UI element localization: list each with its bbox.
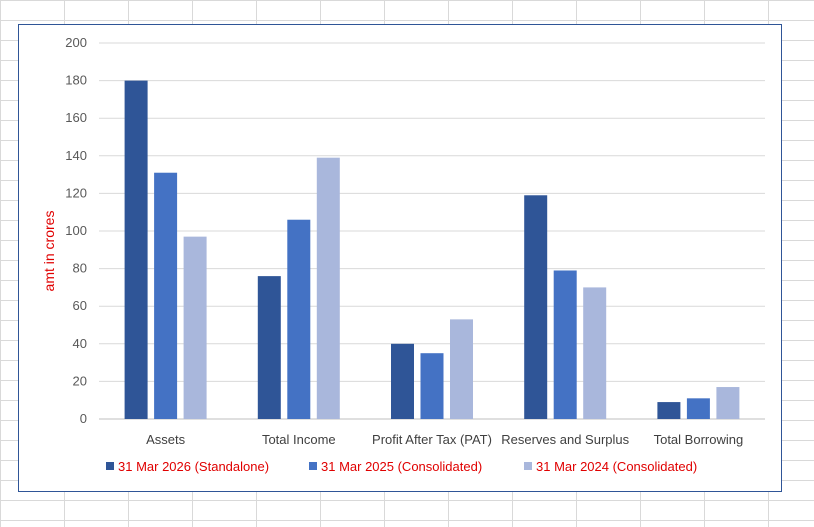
legend-label: 31 Mar 2026 (Standalone) <box>118 459 269 474</box>
bar <box>583 287 607 419</box>
bar <box>287 219 311 419</box>
bar <box>257 276 281 419</box>
bar <box>420 353 444 419</box>
legend-swatch <box>524 462 532 470</box>
x-category-label: Total Income <box>262 432 336 447</box>
y-tick-label: 200 <box>65 35 87 50</box>
chart-area: 0 20 40 60 80 100 120 140 160 180 200 Assets Total … <box>18 24 782 492</box>
y-tick-label: 60 <box>73 298 87 313</box>
x-axis-categories: Assets Total Income Profit After Tax (PAT)… <box>146 432 743 447</box>
gridlines <box>99 42 765 420</box>
bar <box>686 398 710 419</box>
bar <box>716 387 740 419</box>
y-tick-label: 100 <box>65 223 87 238</box>
y-tick-label: 160 <box>65 110 87 125</box>
y-tick-label: 120 <box>65 185 87 200</box>
x-category-label: Assets <box>146 432 186 447</box>
y-tick-label: 80 <box>73 261 87 276</box>
legend-item: 31 Mar 2026 (Standalone) <box>106 459 269 474</box>
bar-chart: 0 20 40 60 80 100 120 140 160 180 200 Assets Total … <box>41 35 765 474</box>
y-tick-label: 40 <box>73 336 87 351</box>
legend: 31 Mar 2026 (Standalone) 31 Mar 2025 (Con… <box>106 459 697 474</box>
x-category-label: Reserves and Surplus <box>501 432 629 447</box>
y-tick-label: 0 <box>80 411 87 426</box>
x-category-label: Total Borrowing <box>654 432 744 447</box>
bars <box>124 80 740 419</box>
x-category-label: Profit After Tax (PAT) <box>372 432 492 447</box>
legend-swatch <box>106 462 114 470</box>
legend-swatch <box>309 462 317 470</box>
bar <box>124 80 148 419</box>
y-tick-label: 140 <box>65 148 87 163</box>
bar <box>524 195 548 419</box>
y-tick-label: 180 <box>65 73 87 88</box>
y-tick-label: 20 <box>73 373 87 388</box>
bar <box>316 157 340 419</box>
legend-label: 31 Mar 2024 (Consolidated) <box>536 459 697 474</box>
bar <box>450 319 473 419</box>
y-axis-label: amt in crores <box>41 211 57 292</box>
y-axis-ticks: 0 20 40 60 80 100 120 140 160 180 200 <box>65 35 87 426</box>
bar <box>553 270 577 419</box>
bar <box>657 402 681 419</box>
bar <box>391 343 414 419</box>
legend-label: 31 Mar 2025 (Consolidated) <box>321 459 482 474</box>
legend-item: 31 Mar 2024 (Consolidated) <box>524 459 697 474</box>
bar <box>183 236 207 419</box>
bar <box>154 172 178 419</box>
legend-item: 31 Mar 2025 (Consolidated) <box>309 459 482 474</box>
